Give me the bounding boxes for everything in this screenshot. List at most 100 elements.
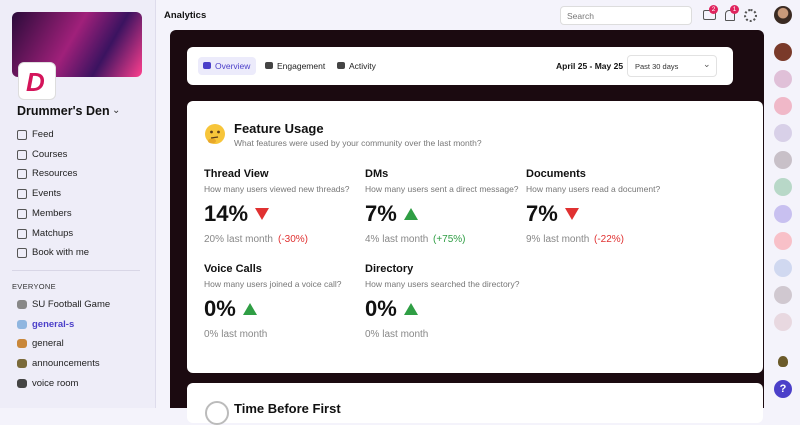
previous-value: 4% last month [365, 234, 429, 245]
previous-value: 20% last month [204, 234, 273, 245]
nav-icon [17, 169, 27, 180]
inbox-badge: 2 [709, 5, 718, 14]
channel-item[interactable]: general-s [32, 318, 75, 330]
previous-value: 0% last month [365, 329, 429, 340]
tab-icon [203, 62, 211, 69]
feature-usage-card: Feature Usage What features were used by… [187, 101, 763, 373]
trend-down-arrow [565, 208, 579, 220]
date-range: April 25 - May 25 [556, 61, 624, 71]
nav-item[interactable]: Members [32, 207, 72, 219]
thinking-emoji [205, 124, 225, 144]
metric-question: How many users read a document? [526, 184, 661, 194]
tab[interactable]: Overview [198, 57, 257, 75]
trend-down-arrow [255, 208, 269, 220]
community-avatar[interactable] [774, 97, 792, 115]
metric-name: Documents [526, 168, 586, 180]
community-avatar[interactable] [774, 43, 792, 61]
trend-up-arrow [404, 303, 418, 315]
nav-item[interactable]: Book with me [32, 247, 90, 259]
section-label: EVERYONE [12, 282, 56, 291]
tabs-card: Overview Engagement Activity April 25 - Ma… [187, 47, 733, 85]
tab-icon [337, 62, 345, 69]
channel-item[interactable]: voice room [32, 377, 79, 389]
metric-question: How many users joined a voice call? [204, 279, 342, 289]
tab-label: Engagement [277, 61, 326, 71]
search-placeholder: Search [567, 11, 594, 21]
trend-up-arrow [404, 208, 418, 220]
dropdown-caret: ⌄ [112, 105, 121, 116]
nav-icon [17, 208, 27, 219]
nav-icon [17, 189, 27, 200]
metric-name: DMs [365, 168, 389, 180]
previous-value: 9% last month [526, 234, 590, 245]
main-area: Overview Engagement Activity April 25 - Ma… [170, 30, 764, 425]
channel-icon [17, 300, 27, 309]
trend-up-arrow [243, 303, 257, 315]
channel-icon [17, 339, 27, 349]
community-name[interactable]: Drummer's Den [17, 104, 110, 118]
community-avatar[interactable] [774, 124, 792, 142]
nav-item[interactable]: Matchups [32, 227, 74, 239]
tab-label: Activity [349, 61, 376, 71]
community-avatar[interactable] [774, 70, 792, 88]
community-avatar[interactable] [774, 232, 792, 250]
divider [12, 270, 140, 271]
nav-item[interactable]: Resources [32, 168, 78, 180]
page-title: Analytics [164, 10, 207, 21]
channel-item[interactable]: SU Football Game [32, 299, 111, 310]
metric-question: How many users searched the directory? [365, 279, 520, 289]
channel-item[interactable]: announcements [32, 358, 100, 370]
select-caret: ⌄ [703, 59, 711, 69]
tab-icon [265, 62, 273, 69]
period-label: Past 30 days [635, 62, 679, 71]
help-button[interactable]: ? [774, 380, 792, 398]
card-subtitle: What features were used by your communit… [234, 138, 482, 148]
next-card: Time Before First [187, 383, 763, 425]
card-title: Feature Usage [234, 121, 324, 136]
metric-question: How many users sent a direct message? [365, 184, 519, 194]
nav-icon [17, 228, 27, 239]
card-title: Time Before First [234, 401, 341, 416]
community-avatar[interactable] [774, 178, 792, 196]
metric-name: Thread View [204, 168, 269, 180]
community-avatar[interactable] [774, 151, 792, 169]
community-avatar[interactable] [774, 313, 792, 331]
metric-value: 7% [526, 201, 558, 226]
channel-icon [17, 319, 27, 329]
tab[interactable]: Activity [332, 57, 382, 75]
logo[interactable]: D [18, 62, 56, 100]
card-icon [205, 401, 229, 425]
metric-value: 0% [365, 296, 397, 321]
metric-value: 0% [204, 296, 236, 321]
previous-value: 0% last month [204, 329, 268, 340]
metric-name: Directory [365, 263, 414, 275]
change: (+75%) [433, 234, 466, 245]
sidebar: D Drummer's Den ⌄ Feed Courses Resources Ev… [0, 0, 156, 408]
channel-icon [17, 359, 27, 369]
money-icon[interactable] [778, 356, 788, 367]
nav-item[interactable]: Events [32, 188, 62, 200]
nav-item[interactable]: Courses [32, 148, 68, 160]
period-select[interactable]: Past 30 days ⌄ [627, 55, 717, 77]
settings-icon[interactable] [744, 9, 757, 22]
search-box[interactable]: Search [560, 6, 692, 25]
metric-question: How many users viewed new threads? [204, 184, 350, 194]
change: (-22%) [594, 234, 625, 245]
nav-icon [17, 130, 27, 140]
nav-item[interactable]: Feed [32, 129, 54, 140]
notification-badge: 1 [730, 5, 739, 14]
metric-value: 14% [204, 201, 249, 226]
community-avatar[interactable] [774, 259, 792, 277]
metric-value: 7% [365, 201, 397, 226]
community-avatar[interactable] [774, 286, 792, 304]
channel-icon [17, 378, 27, 388]
community-avatar[interactable] [774, 205, 792, 223]
tab-label: Overview [215, 61, 251, 71]
user-avatar[interactable] [774, 6, 792, 24]
channel-item[interactable]: general [32, 338, 64, 350]
nav-icon [17, 248, 27, 259]
change: (-30%) [278, 234, 309, 245]
nav-icon [17, 149, 27, 160]
metric-name: Voice Calls [204, 263, 262, 275]
tab[interactable]: Engagement [260, 57, 331, 75]
